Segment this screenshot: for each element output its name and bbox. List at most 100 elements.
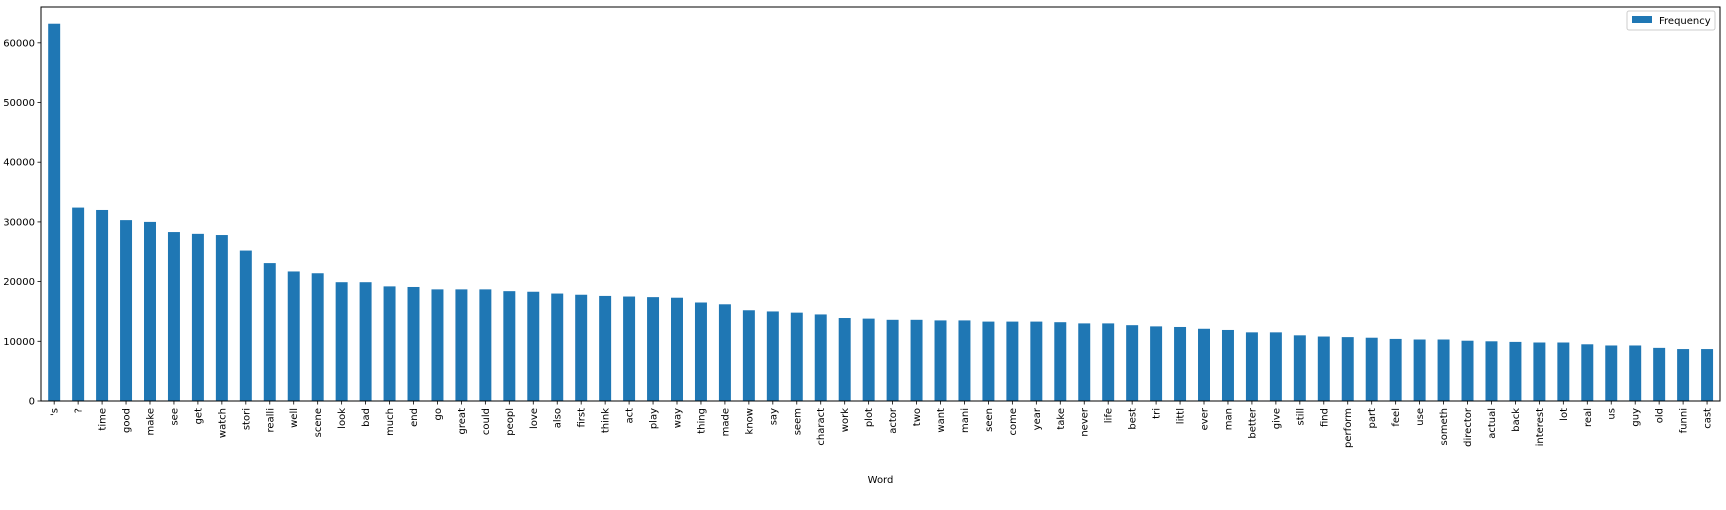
bar-49 (1221, 329, 1234, 401)
x-tick-label: way (673, 408, 684, 428)
bar-48 (1198, 328, 1210, 401)
bar-59 (1461, 340, 1474, 401)
x-tick-label: still (1295, 408, 1306, 425)
x-tick-label: good (122, 408, 133, 433)
bar-28 (718, 304, 731, 401)
x-tick-label: littl (1176, 408, 1187, 424)
bar-38 (958, 320, 971, 401)
bar-15 (407, 286, 420, 401)
x-axis: 's? time good make see get watch stori realli wel… (50, 401, 1714, 448)
bar-36 (910, 319, 923, 401)
bar-55 (1365, 337, 1378, 401)
x-tick-label: see (169, 408, 180, 426)
x-tick-label: old (1655, 408, 1666, 423)
legend: Frequency (1626, 10, 1716, 31)
y-tick-label: 30000 (3, 217, 35, 228)
bar-30 (766, 311, 779, 401)
x-tick-label: man (1223, 408, 1234, 430)
x-tick-label: real (1583, 408, 1594, 427)
bar-41 (1030, 321, 1043, 401)
x-tick-label: made (720, 408, 731, 436)
x-tick-label: time (98, 408, 109, 431)
x-tick-label: ? (74, 408, 85, 413)
x-tick-label: part (1367, 408, 1378, 429)
bar-3 (120, 220, 133, 401)
x-tick-label: look (337, 408, 348, 429)
bar-65 (1605, 345, 1618, 401)
bar-69 (1701, 349, 1714, 401)
bar-25 (647, 297, 660, 401)
x-tick-label: lot (1559, 408, 1570, 421)
plot-frame (40, 6, 1721, 402)
x-tick-label: watch (217, 408, 228, 438)
x-tick-label: much (385, 408, 396, 436)
bar-2 (96, 209, 109, 401)
bar-26 (671, 297, 683, 401)
legend-entry-frequency: Frequency (1659, 16, 1711, 27)
bar-68 (1677, 349, 1690, 401)
bar-22 (575, 294, 588, 401)
x-tick-label: seen (984, 408, 995, 432)
x-tick-label: perform (1343, 408, 1354, 448)
bar-37 (934, 320, 947, 401)
x-tick-label: charact (816, 408, 827, 446)
x-tick-label: guy (1631, 408, 1642, 427)
x-tick-label: love (529, 408, 540, 429)
bar-56 (1389, 338, 1402, 401)
x-tick-label: feel (1391, 408, 1402, 427)
x-tick-label: tri (1152, 408, 1163, 419)
bar-64 (1581, 344, 1594, 401)
x-axis-label: Word (868, 475, 894, 486)
bar-61 (1509, 341, 1522, 401)
x-tick-label: cast (1703, 408, 1714, 429)
bar-23 (599, 295, 612, 401)
bar-39 (982, 321, 995, 401)
x-tick-label: give (1271, 408, 1282, 429)
y-tick-label: 20000 (3, 277, 35, 288)
bar-19 (503, 291, 516, 401)
x-tick-label: mani (960, 408, 971, 433)
bar-32 (814, 314, 827, 401)
y-tick-label: 10000 (3, 337, 35, 348)
bar-53 (1317, 336, 1330, 401)
x-tick-label: think (601, 408, 612, 433)
x-tick-label: come (1008, 408, 1019, 436)
x-tick-label: get (193, 408, 204, 425)
x-tick-label: peopl (505, 408, 516, 436)
x-tick-label: find (1319, 408, 1330, 427)
bar-21 (551, 293, 564, 401)
x-tick-label: scene (313, 408, 324, 437)
bar-45 (1126, 325, 1139, 401)
bar-16 (431, 289, 444, 401)
bar-31 (790, 312, 803, 401)
bar-52 (1293, 335, 1306, 401)
bar-10 (287, 271, 300, 401)
bar-20 (527, 291, 540, 401)
bar-42 (1054, 322, 1067, 401)
bar-58 (1437, 339, 1450, 401)
bar-0 (48, 23, 61, 401)
x-tick-label: work (840, 408, 851, 432)
x-tick-label: actual (1487, 408, 1498, 439)
x-tick-label: realli (265, 408, 276, 433)
bar-8 (239, 250, 252, 401)
x-tick-label: bad (361, 408, 372, 427)
x-tick-label: take (1056, 408, 1067, 430)
bar-24 (623, 296, 636, 401)
bar-18 (479, 289, 492, 401)
bar-11 (311, 273, 324, 401)
x-tick-label: us (1607, 408, 1618, 420)
bar-57 (1413, 339, 1426, 401)
y-axis: 0 10000 20000 30000 40000 50000 60000 (3, 38, 41, 408)
y-tick-label: 40000 (3, 158, 35, 169)
x-tick-label: stori (241, 408, 252, 430)
bar-1 (72, 207, 85, 401)
x-tick-label: 's (50, 408, 61, 416)
x-tick-label: plot (864, 408, 875, 427)
bar-29 (742, 310, 755, 401)
bar-35 (886, 319, 899, 401)
x-tick-label: go (433, 408, 444, 420)
x-tick-label: year (1032, 407, 1043, 430)
bar-5 (167, 232, 180, 401)
